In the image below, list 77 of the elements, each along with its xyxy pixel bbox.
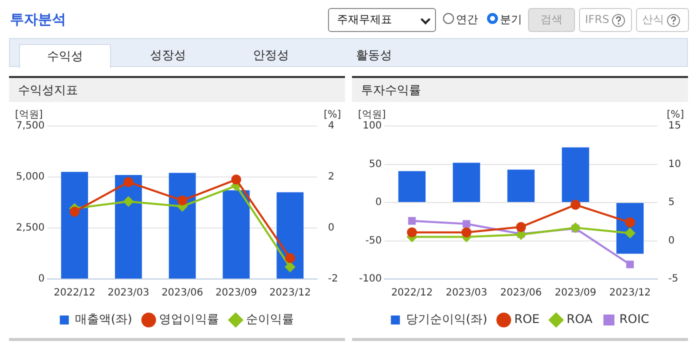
text: 산식 bbox=[642, 12, 664, 28]
text: 안정성 bbox=[252, 47, 290, 64]
point bbox=[406, 227, 417, 238]
x-tick-label: 2023/12 bbox=[609, 288, 651, 299]
y-tick-label: 100 bbox=[362, 120, 382, 132]
legend-label: ROA bbox=[566, 312, 594, 326]
x-tick-label: 2023/03 bbox=[446, 288, 488, 299]
point bbox=[177, 195, 188, 206]
text: 검색 bbox=[528, 8, 575, 32]
x-tick-label: 2023/12 bbox=[269, 288, 311, 299]
y-tick-label: 5,000 bbox=[16, 172, 45, 183]
y-tick-label: 0 bbox=[375, 197, 382, 208]
x-tick-label: 2023/06 bbox=[162, 288, 204, 299]
bar bbox=[114, 174, 142, 278]
x-tick-label: 2022/12 bbox=[391, 288, 433, 299]
bar bbox=[222, 190, 250, 278]
x-tick-label: 2022/12 bbox=[54, 288, 96, 299]
x-tick-label: 2023/09 bbox=[554, 288, 596, 299]
point bbox=[625, 217, 636, 228]
point bbox=[516, 222, 526, 232]
y2-axis-title: [%] bbox=[666, 110, 684, 121]
point bbox=[570, 200, 580, 210]
point bbox=[461, 227, 472, 238]
text: 주재무제표 bbox=[337, 13, 392, 26]
y-tick-label: 7,500 bbox=[16, 120, 45, 132]
bar bbox=[168, 172, 196, 278]
bar bbox=[276, 192, 304, 278]
point bbox=[123, 177, 134, 188]
legend-label: ROE bbox=[514, 312, 540, 326]
legend-label: 영업이익률 bbox=[159, 312, 220, 326]
point bbox=[408, 217, 416, 225]
point bbox=[285, 253, 296, 264]
y2-tick-label: 5 bbox=[668, 197, 675, 208]
x-tick-label: 2023/06 bbox=[500, 288, 542, 299]
y-tick-label: 2,500 bbox=[16, 222, 45, 234]
text: 성장성 bbox=[149, 47, 187, 64]
bar bbox=[452, 162, 480, 202]
y-tick-label: 0 bbox=[38, 274, 45, 285]
point bbox=[625, 228, 636, 238]
text: 투자분석 bbox=[10, 11, 66, 29]
legend-label: 순이익률 bbox=[246, 312, 294, 326]
chart-title: 투자수익률 bbox=[352, 76, 688, 102]
y-axis-title: [억원] bbox=[15, 110, 43, 121]
legend-label: 매출액(좌) bbox=[74, 312, 132, 326]
legend-label: 당기순이익(좌) bbox=[406, 312, 488, 326]
x-tick-label: 2023/09 bbox=[215, 288, 257, 299]
point bbox=[70, 206, 80, 217]
y2-axis-title: [%] bbox=[324, 110, 342, 121]
legend-label: ROIC bbox=[619, 312, 650, 326]
y2-tick-label: 10 bbox=[668, 158, 682, 170]
y-tick-label: -50 bbox=[365, 235, 382, 246]
point bbox=[231, 174, 242, 185]
y2-tick-label: 2 bbox=[328, 172, 334, 183]
chart-title: 수익성지표 bbox=[9, 76, 345, 102]
text: 연간 bbox=[456, 13, 478, 26]
y-tick-label: -100 bbox=[358, 274, 382, 285]
x-tick-label: 2023/03 bbox=[108, 288, 150, 299]
text: 활동성 bbox=[355, 47, 393, 64]
text: IFRS bbox=[585, 12, 610, 28]
point bbox=[626, 260, 634, 268]
y2-tick-label: 0 bbox=[668, 235, 675, 246]
text: 수익성 bbox=[19, 44, 111, 68]
y2-tick-label: 0 bbox=[328, 222, 334, 234]
y-axis-title: [억원] bbox=[358, 110, 386, 121]
point bbox=[462, 220, 470, 228]
point bbox=[123, 196, 134, 206]
bar bbox=[562, 147, 590, 202]
y2-tick-label: -5 bbox=[668, 274, 678, 285]
y-tick-label: 50 bbox=[368, 158, 382, 170]
y2-tick-label: -2 bbox=[328, 274, 338, 285]
bar bbox=[61, 172, 88, 278]
y2-tick-label: 4 bbox=[328, 120, 334, 132]
bar bbox=[398, 171, 426, 202]
y2-tick-label: 15 bbox=[668, 120, 682, 132]
text: 분기 bbox=[500, 13, 522, 26]
bar bbox=[507, 170, 535, 202]
point bbox=[285, 262, 296, 272]
